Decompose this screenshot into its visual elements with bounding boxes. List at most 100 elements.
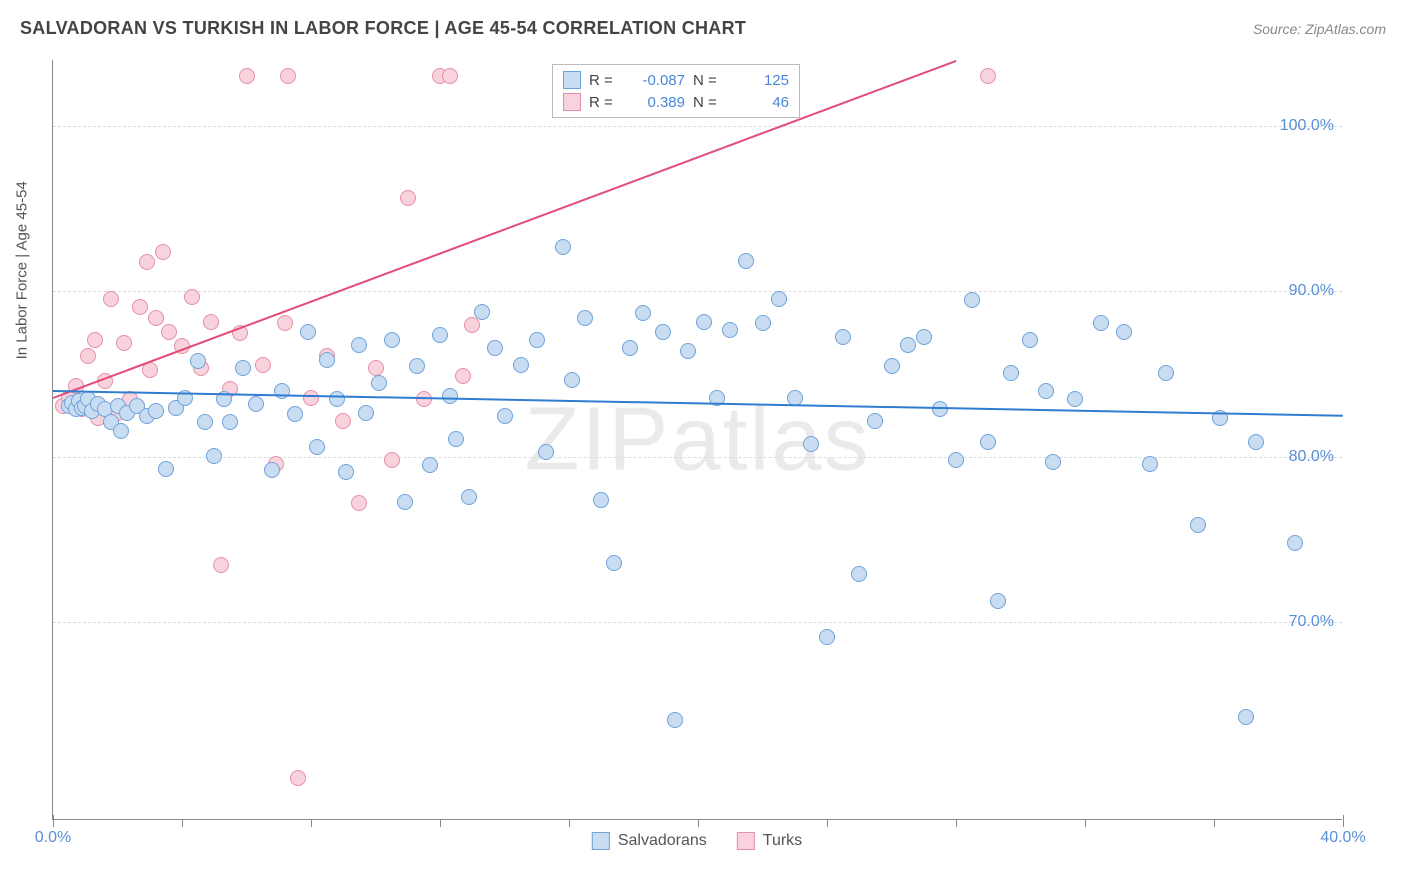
n-label: N =	[693, 72, 721, 89]
data-point-salvadorans	[819, 629, 835, 645]
n-value-salvadorans: 125	[729, 72, 789, 89]
data-point-salvadorans	[309, 439, 325, 455]
data-point-salvadorans	[835, 329, 851, 345]
data-point-turks	[80, 348, 96, 364]
data-point-salvadorans	[667, 712, 683, 728]
data-point-salvadorans	[397, 494, 413, 510]
data-point-turks	[277, 315, 293, 331]
data-point-salvadorans	[1238, 709, 1254, 725]
data-point-salvadorans	[622, 340, 638, 356]
x-tick	[311, 819, 312, 827]
n-value-turks: 46	[729, 94, 789, 111]
data-point-salvadorans	[1022, 332, 1038, 348]
data-point-salvadorans	[497, 408, 513, 424]
data-point-salvadorans	[635, 305, 651, 321]
legend-swatch-salvadorans	[563, 71, 581, 89]
data-point-turks	[132, 299, 148, 315]
data-point-salvadorans	[474, 304, 490, 320]
data-point-salvadorans	[538, 444, 554, 460]
data-point-turks	[103, 291, 119, 307]
data-point-salvadorans	[577, 310, 593, 326]
data-point-turks	[351, 495, 367, 511]
data-point-salvadorans	[555, 239, 571, 255]
data-point-salvadorans	[771, 291, 787, 307]
data-point-turks	[303, 390, 319, 406]
data-point-salvadorans	[113, 423, 129, 439]
data-point-salvadorans	[529, 332, 545, 348]
data-point-salvadorans	[351, 337, 367, 353]
data-point-salvadorans	[264, 462, 280, 478]
data-point-salvadorans	[358, 405, 374, 421]
data-point-salvadorans	[300, 324, 316, 340]
data-point-turks	[335, 413, 351, 429]
legend-label-turks: Turks	[763, 832, 802, 850]
n-label: N =	[693, 94, 721, 111]
data-point-salvadorans	[274, 383, 290, 399]
data-point-salvadorans	[1003, 365, 1019, 381]
chart-title: SALVADORAN VS TURKISH IN LABOR FORCE | A…	[20, 18, 746, 39]
data-point-salvadorans	[409, 358, 425, 374]
data-point-salvadorans	[222, 414, 238, 430]
data-point-salvadorans	[932, 401, 948, 417]
data-point-salvadorans	[900, 337, 916, 353]
r-label: R =	[589, 94, 617, 111]
data-point-salvadorans	[867, 413, 883, 429]
data-point-turks	[116, 335, 132, 351]
data-point-turks	[213, 557, 229, 573]
legend-item-turks: Turks	[737, 832, 802, 850]
trend-line-turks	[53, 60, 957, 399]
data-point-salvadorans	[1067, 391, 1083, 407]
y-tick-label: 80.0%	[1289, 448, 1334, 466]
x-tick	[53, 815, 54, 827]
gridline	[53, 622, 1342, 623]
data-point-salvadorans	[964, 292, 980, 308]
x-tick-label: 40.0%	[1320, 829, 1365, 847]
data-point-salvadorans	[722, 322, 738, 338]
y-tick-label: 70.0%	[1289, 613, 1334, 631]
data-point-turks	[155, 244, 171, 260]
chart-area: ZIPatlas 70.0%80.0%90.0%100.0%0.0%40.0% …	[52, 60, 1342, 820]
x-tick	[182, 819, 183, 827]
data-point-salvadorans	[190, 353, 206, 369]
series-legend: Salvadorans Turks	[592, 832, 802, 850]
data-point-turks	[464, 317, 480, 333]
data-point-turks	[161, 324, 177, 340]
data-point-salvadorans	[1038, 383, 1054, 399]
x-tick	[569, 819, 570, 827]
trend-line-salvadorans	[53, 390, 1343, 417]
data-point-turks	[255, 357, 271, 373]
data-point-salvadorans	[442, 388, 458, 404]
gridline	[53, 291, 1342, 292]
legend-item-salvadorans: Salvadorans	[592, 832, 707, 850]
data-point-turks	[139, 254, 155, 270]
data-point-salvadorans	[884, 358, 900, 374]
y-axis-title: In Labor Force | Age 45-54	[14, 181, 31, 359]
legend-label-salvadorans: Salvadorans	[618, 832, 707, 850]
data-point-salvadorans	[803, 436, 819, 452]
data-point-salvadorans	[206, 448, 222, 464]
data-point-salvadorans	[461, 489, 477, 505]
x-tick	[698, 819, 699, 827]
data-point-turks	[416, 391, 432, 407]
data-point-turks	[239, 68, 255, 84]
data-point-turks	[280, 68, 296, 84]
data-point-salvadorans	[371, 375, 387, 391]
legend-swatch-salvadorans	[592, 832, 610, 850]
x-tick	[1214, 819, 1215, 827]
correlation-legend: R = -0.087 N = 125 R = 0.389 N = 46	[552, 64, 800, 118]
data-point-salvadorans	[338, 464, 354, 480]
data-point-salvadorans	[1045, 454, 1061, 470]
data-point-salvadorans	[319, 352, 335, 368]
data-point-salvadorans	[916, 329, 932, 345]
data-point-salvadorans	[1287, 535, 1303, 551]
data-point-turks	[384, 452, 400, 468]
data-point-salvadorans	[1116, 324, 1132, 340]
data-point-salvadorans	[655, 324, 671, 340]
data-point-salvadorans	[248, 396, 264, 412]
x-tick-label: 0.0%	[35, 829, 71, 847]
data-point-turks	[203, 314, 219, 330]
data-point-salvadorans	[422, 457, 438, 473]
data-point-turks	[87, 332, 103, 348]
data-point-salvadorans	[513, 357, 529, 373]
data-point-turks	[442, 68, 458, 84]
